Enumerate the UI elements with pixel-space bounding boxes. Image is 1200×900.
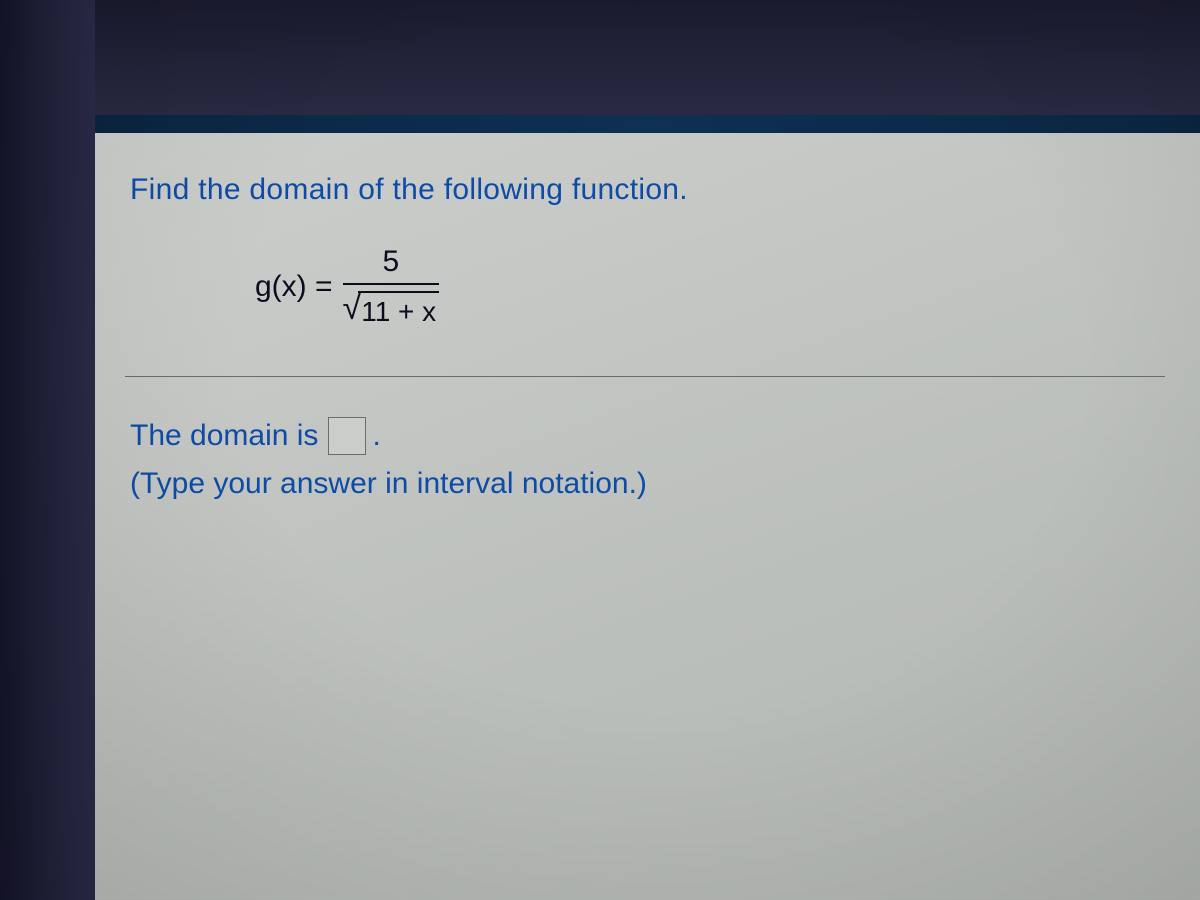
radicand: 11 + x bbox=[358, 291, 439, 328]
answer-hint: (Type your answer in interval notation.) bbox=[130, 467, 1165, 501]
window-title-bar bbox=[95, 115, 1200, 133]
equation-lhs: g(x) = bbox=[255, 270, 333, 304]
question-panel: Find the domain of the following functio… bbox=[95, 133, 1200, 900]
monitor-left-bezel bbox=[0, 0, 95, 900]
fraction: 5 √ 11 + x bbox=[343, 245, 440, 328]
radical-icon: √ bbox=[343, 294, 362, 331]
function-equation: g(x) = 5 √ 11 + x bbox=[255, 245, 1165, 328]
question-prompt: Find the domain of the following functio… bbox=[130, 173, 1165, 207]
square-root: √ 11 + x bbox=[343, 291, 440, 328]
section-divider bbox=[125, 376, 1165, 377]
answer-label-prefix: The domain is bbox=[130, 419, 318, 453]
answer-prompt-line: The domain is . bbox=[130, 417, 1165, 455]
domain-input[interactable] bbox=[328, 417, 366, 455]
answer-label-suffix: . bbox=[372, 419, 380, 453]
denominator: √ 11 + x bbox=[343, 285, 440, 328]
numerator: 5 bbox=[365, 245, 418, 283]
monitor-top-bezel bbox=[0, 0, 1200, 130]
